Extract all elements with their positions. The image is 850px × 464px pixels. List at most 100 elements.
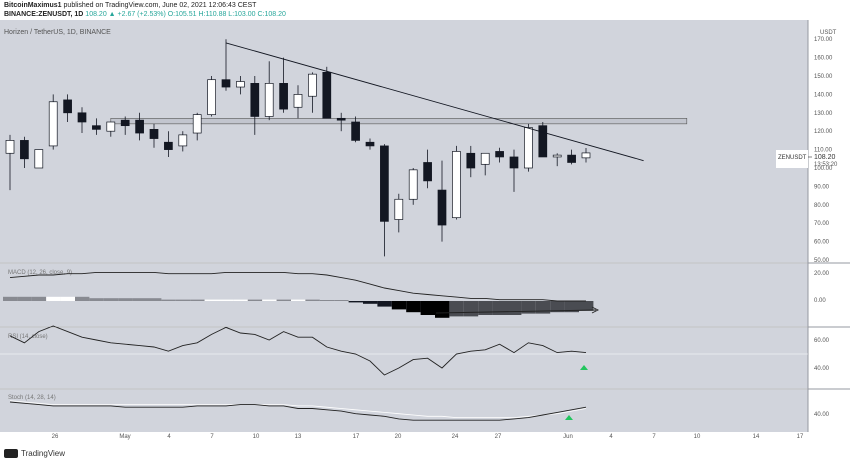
candle-bull-body <box>581 152 591 159</box>
candle <box>92 118 101 135</box>
candle-bear-body <box>279 83 288 110</box>
macd-histogram-bar <box>147 298 162 301</box>
chart-title: Horizen / TetherUS, 1D, BINANCE <box>4 29 111 36</box>
candle <box>250 76 260 135</box>
macd-arrow-head <box>591 306 600 314</box>
chart-canvas[interactable]: Horizen / TetherUS, 1D, BINANCE USDT 170… <box>0 20 850 446</box>
candle <box>322 66 332 119</box>
macd-histogram-bar <box>75 296 90 301</box>
candle-bear-body <box>466 152 476 169</box>
candle <box>380 144 389 257</box>
candle <box>63 94 72 122</box>
macd-axis-high: 20.00 <box>814 271 830 277</box>
candle-bear-body <box>365 141 375 147</box>
macd-histogram-bar <box>492 301 507 315</box>
macd-histogram-bar <box>435 301 450 318</box>
candle-bull-body <box>452 151 461 219</box>
macd-pane-bg <box>0 264 808 326</box>
price-tick-label: 90.00 <box>814 184 830 190</box>
stoch-axis-40: 40.00 <box>814 412 830 418</box>
candle-bull-body <box>480 152 490 165</box>
time-tick-label: Jun <box>563 434 573 440</box>
rsi-axis-40: 40.00 <box>814 366 830 372</box>
price-tick-label: 80.00 <box>814 203 830 209</box>
time-tick-label: 7 <box>652 434 656 440</box>
ticker-tag: ZENUSDT <box>778 155 807 161</box>
time-axis[interactable]: 26 May 4 7 10 13 17 20 24 27 Jun 4 7 10 14 17 <box>52 434 804 440</box>
pane-separators <box>0 20 850 432</box>
candle <box>34 149 44 169</box>
macd-histogram-bar <box>46 296 61 301</box>
macd-histogram-bar <box>233 299 248 301</box>
stoch-label[interactable]: Stoch (14, 28, 14) <box>8 395 56 401</box>
candle <box>567 149 576 165</box>
candle-bear-body <box>250 83 260 117</box>
time-tick-label: 13 <box>295 434 302 440</box>
chart-header: BitcoinMaximus1 published on TradingView… <box>0 0 850 20</box>
candle <box>423 149 432 189</box>
macd-histogram-bar <box>31 296 47 301</box>
candle <box>495 147 504 163</box>
candle <box>509 149 519 192</box>
macd-histogram-bar <box>17 296 32 301</box>
price-axis[interactable]: 170.00 160.00 150.00 140.00 130.00 120.00 110.… <box>814 37 833 264</box>
macd-histogram-bar <box>305 299 320 301</box>
price-tick-label: 140.00 <box>814 92 833 98</box>
rsi-label[interactable]: RSI (14, close) <box>8 334 48 340</box>
candle <box>207 76 216 117</box>
candle-bull-body <box>236 81 245 88</box>
macd-histogram-bar <box>550 301 565 313</box>
macd-histogram-bar <box>161 299 176 301</box>
candle-bear-body <box>380 145 389 222</box>
candle-bull-body <box>293 94 303 108</box>
time-tick-label: 26 <box>52 434 59 440</box>
candle <box>365 138 375 150</box>
candle <box>408 168 418 205</box>
candle-bull-body <box>264 83 274 117</box>
price-tag-box <box>776 150 808 168</box>
macd-divergence-arrow <box>435 309 597 314</box>
price-tick-label: 150.00 <box>814 74 833 80</box>
publish-line: BitcoinMaximus1 published on TradingView… <box>4 2 256 9</box>
macd-histogram-bar <box>406 301 421 313</box>
candle <box>336 112 346 132</box>
macd-label[interactable]: MACD (12, 26, close, 9) <box>8 270 72 276</box>
price-tick-label: 60.00 <box>814 240 830 246</box>
price-tick-label: 50.00 <box>814 258 830 264</box>
candle <box>135 112 144 141</box>
price-pane-bg <box>0 20 808 262</box>
candle-bull-body <box>524 127 533 169</box>
macd-histogram-bar <box>219 299 234 301</box>
candle-bear-body <box>538 125 548 158</box>
resistance-zone-box <box>110 118 688 125</box>
macd-histogram-bar <box>507 301 522 315</box>
candle-bull-body <box>552 154 562 158</box>
author-name[interactable]: BitcoinMaximus1 <box>4 2 62 9</box>
time-tick-label: 17 <box>797 434 804 440</box>
macd-histogram-bar <box>291 299 306 301</box>
candle-bear-body <box>509 156 519 169</box>
candle-bull-body <box>308 73 317 97</box>
candle <box>120 116 130 135</box>
time-tick-label: 10 <box>253 434 260 440</box>
macd-histogram-bar <box>463 301 479 317</box>
candle <box>20 136 29 168</box>
price-tick-label: 160.00 <box>814 56 833 62</box>
candle <box>106 121 116 137</box>
candle <box>293 85 303 119</box>
candle <box>308 72 317 113</box>
footer-brand[interactable]: TradingView <box>21 449 66 458</box>
candle <box>48 94 58 150</box>
macd-histogram <box>3 296 594 318</box>
macd-histogram-bar <box>377 301 392 307</box>
tradingview-logo-icon <box>4 449 18 458</box>
candle <box>552 153 562 167</box>
candle <box>524 123 533 172</box>
macd-histogram-bar <box>521 301 536 314</box>
macd-histogram-bar <box>132 298 147 301</box>
footer: TradingView <box>4 449 65 458</box>
price-tag: ZENUSDT 108.20 13:53:20 <box>776 150 838 168</box>
symbol-name: BINANCE:ZENUSDT, 1D <box>4 11 84 18</box>
candles <box>5 39 591 257</box>
macd-histogram-bar <box>262 299 277 301</box>
